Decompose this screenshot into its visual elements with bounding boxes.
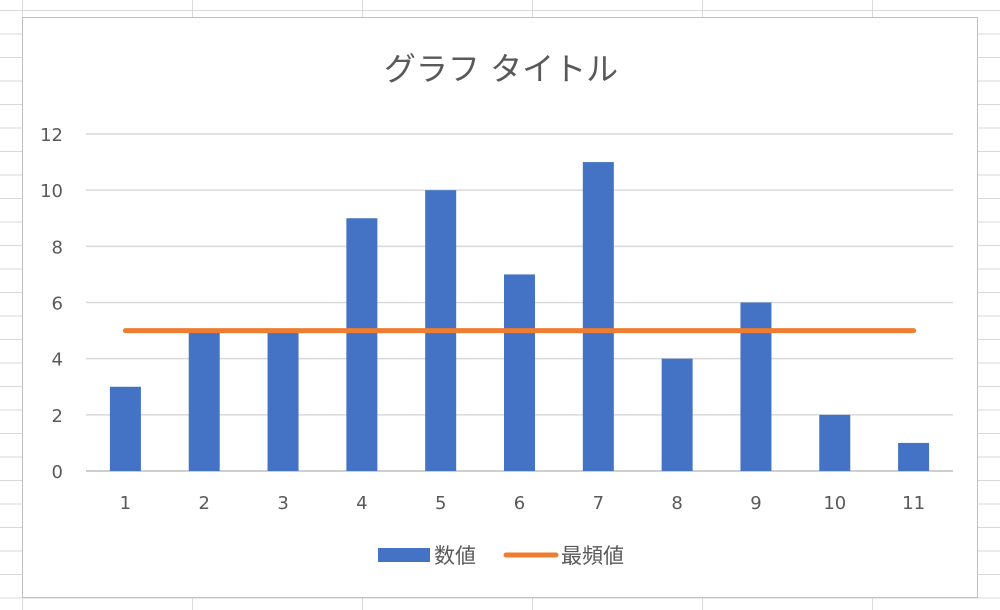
- y-axis-tick-labels: 0 2 4 6 8 10 12: [40, 125, 63, 483]
- bar: [109, 386, 141, 471]
- y-tick-label: 8: [52, 237, 63, 258]
- bar-series: [109, 162, 930, 472]
- legend-label-line: 最頻値: [561, 544, 624, 568]
- bar: [898, 442, 930, 471]
- bar: [504, 274, 535, 471]
- chart-title: グラフ タイトル: [384, 50, 618, 88]
- bar: [661, 358, 693, 471]
- x-tick-label: 4: [356, 493, 367, 514]
- y-tick-label: 0: [52, 462, 63, 483]
- x-axis-tick-labels: 1 2 3 4 5 6 7 8 9 10 11: [120, 493, 925, 514]
- y-tick-label: 4: [52, 350, 63, 371]
- legend-swatch-bar: [378, 548, 430, 562]
- y-tick-label: 12: [40, 125, 63, 146]
- x-tick-label: 11: [902, 493, 925, 514]
- x-tick-label: 10: [823, 493, 846, 514]
- x-tick-label: 1: [120, 493, 131, 514]
- x-tick-label: 6: [514, 493, 525, 514]
- bar: [819, 414, 851, 471]
- x-tick-label: 9: [750, 493, 761, 514]
- x-tick-label: 3: [277, 493, 288, 514]
- x-tick-label: 7: [593, 493, 604, 514]
- x-tick-label: 2: [199, 493, 210, 514]
- legend: 数値 最頻値: [378, 544, 624, 568]
- y-tick-label: 10: [40, 181, 63, 202]
- chart-area: グラフ タイトル 0 2 4 6 8 10 12 1 2 3 4 5 6 7 8 9 10 11 数値 最頻値: [22, 17, 978, 598]
- y-tick-label: 6: [52, 294, 63, 315]
- bar: [582, 162, 614, 472]
- bar: [188, 330, 220, 471]
- y-tick-label: 2: [52, 406, 63, 427]
- bar: [346, 218, 378, 471]
- legend-label-bar: 数値: [434, 544, 476, 568]
- bar: [740, 302, 772, 471]
- bar: [267, 330, 299, 471]
- x-tick-label: 5: [435, 493, 446, 514]
- x-tick-label: 8: [671, 493, 682, 514]
